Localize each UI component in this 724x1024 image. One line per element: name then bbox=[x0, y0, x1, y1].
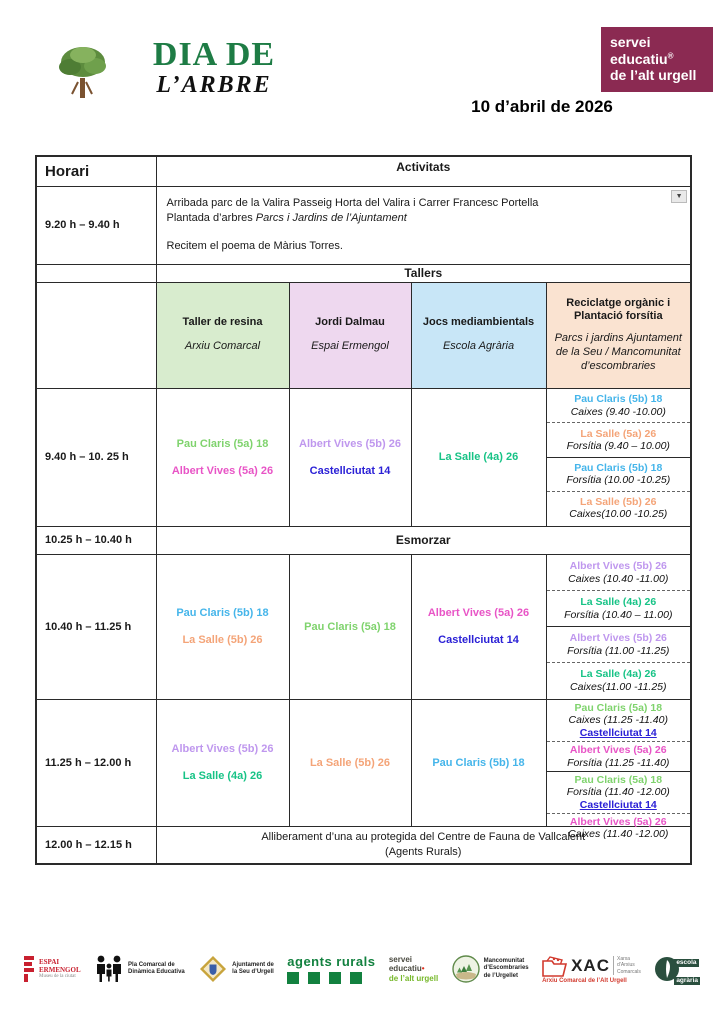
reciclatge-subcell: Pau Claris (5a) 18 Forsítia (11.40 -12.0… bbox=[546, 772, 691, 814]
slot-reciclatge: Albert Vives (5b) 26 Caixes (10.40 -11.0… bbox=[545, 553, 692, 700]
pla-comarcal-logo: Pla Comarcal de Dinàmica Educativa bbox=[94, 954, 185, 984]
workshop-header-resina: Taller de resina Arxiu Comarcal bbox=[155, 281, 290, 389]
dropdown-arrow-icon[interactable]: ▼ bbox=[671, 189, 688, 203]
slot-dalmau: Albert Vives (5b) 26 Castellciutat 14 bbox=[288, 387, 412, 527]
servei-educatiu-badge: servei educatiu® de l’alt urgell bbox=[601, 27, 713, 92]
ajuntament-crest-icon bbox=[200, 955, 227, 983]
reciclatge-subcell: Pau Claris (5b) 18 Caixes (9.40 -10.00) bbox=[546, 389, 691, 424]
reciclatge-subcell: Albert Vives (5a) 26 Caixes (11.40 -12.0… bbox=[568, 816, 669, 841]
school-entry: Albert Vives (5a) 26 bbox=[171, 464, 274, 477]
event-title-line1: DIA DE bbox=[152, 36, 276, 73]
slot-jocs: La Salle (4a) 26 bbox=[410, 387, 547, 527]
badge-line1: servei bbox=[610, 34, 651, 50]
event-title-line2: L’ARBRE bbox=[156, 72, 272, 98]
row-1125: 11.25 h – 12.00 h Albert Vives (5b) 26 L… bbox=[35, 698, 692, 840]
workshop-header-reciclatge: Reciclatge orgànic i Plantació forsítia … bbox=[545, 281, 692, 389]
slot-dalmau: La Salle (5b) 26 bbox=[288, 698, 412, 827]
time-cell: 9.40 h – 10. 25 h bbox=[35, 387, 157, 527]
partner-logos-bar: ESPAI ERMENGOL Museu de la ciutat Pla Co… bbox=[24, 938, 700, 1000]
tree-logo bbox=[59, 47, 106, 98]
time-cell: 12.00 h – 12.15 h bbox=[35, 825, 157, 865]
reciclatge-subcell: Albert Vives (5b) 26 Forsítia (11.00 -11… bbox=[546, 627, 691, 663]
slot-jocs: Pau Claris (5b) 18 bbox=[410, 698, 547, 827]
arribada-activity-cell: ▼ Arribada parc de la Valira Passeig Hor… bbox=[155, 185, 692, 265]
mancomunitat-trees-icon bbox=[451, 955, 480, 983]
escola-agraria-icon bbox=[655, 957, 680, 981]
escola-agraria-logo: escola agrària bbox=[654, 951, 700, 987]
school-entry: Pau Claris (5b) 18 bbox=[432, 756, 525, 769]
row-arribada: 9.20 h – 9.40 h ▼ Arribada parc de la Va… bbox=[35, 185, 692, 265]
time-cell: 9.20 h – 9.40 h bbox=[35, 185, 157, 265]
horari-header: Horari bbox=[35, 155, 157, 187]
xac-logo: XAC Xarxa d’Arxius Comarcals Arxiu Comar… bbox=[542, 955, 641, 984]
row-1040: 10.40 h – 11.25 h Pau Claris (5b) 18 La … bbox=[35, 553, 692, 700]
final-activity-cell: Alliberament d’una au protegida del Cent… bbox=[155, 825, 692, 865]
badge-line3: de l’alt urgell bbox=[610, 67, 697, 84]
slot-resina: Albert Vives (5b) 26 La Salle (4a) 26 bbox=[155, 698, 290, 827]
servei-educatiu-footer-logo: servei educatiu• de l’alt urgell bbox=[388, 954, 439, 983]
event-title: DIA DE L’ARBRE bbox=[138, 36, 290, 99]
reciclatge-subcell: La Salle (5a) 26 Forsítia (9.40 – 10.00) bbox=[546, 423, 691, 458]
time-cell: 11.25 h – 12.00 h bbox=[35, 698, 157, 827]
mancomunitat-logo: Mancomunitat d’Escombraries de l’Urgelle… bbox=[451, 955, 529, 983]
reciclatge-subcell: La Salle (5b) 26 Caixes(10.00 -10.25) bbox=[569, 496, 668, 521]
school-entry: La Salle (5b) 26 bbox=[309, 756, 391, 769]
tallers-header: Tallers bbox=[155, 263, 692, 283]
xac-folder-icon bbox=[542, 955, 568, 977]
arribada-line3: Recitem el poema de Màrius Torres. bbox=[166, 239, 343, 252]
badge-reg-mark: ® bbox=[667, 50, 674, 60]
reciclatge-subcell: La Salle (4a) 26 Forsítia (10.40 – 11.00… bbox=[546, 591, 691, 627]
school-entry: Albert Vives (5a) 26 bbox=[427, 607, 530, 619]
family-icon bbox=[97, 955, 122, 982]
row-940: 9.40 h – 10. 25 h Pau Claris (5a) 18 Alb… bbox=[35, 387, 692, 527]
reciclatge-subcell: La Salle (4a) 26 Caixes(11.00 -11.25) bbox=[570, 668, 667, 693]
badge-line2: educatiu bbox=[610, 50, 668, 67]
school-entry: Pau Claris (5a) 18 bbox=[304, 620, 396, 633]
empty-cell bbox=[35, 263, 157, 283]
row-esmorzar: 10.25 h – 10.40 h Esmorzar bbox=[35, 525, 692, 555]
school-entry: La Salle (5b) 26 bbox=[182, 634, 263, 646]
reciclatge-subcell: Albert Vives (5b) 26 Caixes (10.40 -11.0… bbox=[546, 555, 691, 591]
agents-rurals-squares-icon bbox=[287, 972, 375, 984]
row-workshop-headers: Taller de resina Arxiu Comarcal Jordi Da… bbox=[35, 281, 692, 389]
slot-jocs: Albert Vives (5a) 26 Castellciutat 14 bbox=[410, 553, 547, 700]
workshop-header-jocs: Jocs mediambientals Escola Agrària bbox=[410, 281, 547, 389]
school-entry: La Salle (4a) 26 bbox=[438, 451, 519, 463]
time-cell: 10.25 h – 10.40 h bbox=[35, 525, 157, 555]
school-entry: Albert Vives (5b) 26 bbox=[171, 743, 274, 755]
table-header-row: Horari Activitats bbox=[35, 155, 692, 187]
school-entry: Pau Claris (5b) 18 bbox=[176, 607, 269, 619]
slot-reciclatge: Pau Claris (5b) 18 Caixes (9.40 -10.00) … bbox=[545, 387, 692, 527]
slot-dalmau: Pau Claris (5a) 18 bbox=[288, 553, 412, 700]
arribada-line1: Arribada parc de la Valira Passeig Horta… bbox=[166, 196, 539, 209]
slot-resina: Pau Claris (5a) 18 Albert Vives (5a) 26 bbox=[155, 387, 290, 527]
school-entry: Castellciutat 14 bbox=[309, 464, 391, 477]
arribada-line2: Plantada d’arbres Parcs i Jardins de l’A… bbox=[166, 212, 407, 225]
school-entry: La Salle (4a) 26 bbox=[182, 770, 263, 782]
esmorzar-cell: Esmorzar bbox=[155, 525, 692, 555]
row-tallers: Tallers bbox=[35, 263, 692, 283]
reciclatge-subcell: Albert Vives (5a) 26 Forsítia (11.25 -11… bbox=[546, 742, 691, 772]
reciclatge-subcell: Pau Claris (5b) 18 Forsítia (10.00 -10.2… bbox=[546, 458, 691, 492]
espai-ermengol-logo: ESPAI ERMENGOL Museu de la ciutat bbox=[24, 956, 81, 982]
empty-cell bbox=[35, 281, 157, 389]
agents-rurals-logo: agents rurals bbox=[287, 954, 375, 984]
school-entry: Albert Vives (5b) 26 bbox=[299, 437, 401, 450]
schedule-table: Horari Activitats 9.20 h – 9.40 h ▼ Arri… bbox=[35, 155, 693, 865]
row-final: 12.00 h – 12.15 h Alliberament d’una au … bbox=[35, 825, 692, 865]
workshop-header-dalmau: Jordi Dalmau Espai Ermengol bbox=[288, 281, 412, 389]
slot-resina: Pau Claris (5b) 18 La Salle (5b) 26 bbox=[155, 553, 290, 700]
slot-reciclatge: Pau Claris (5a) 18 Caixes (11.25 -11.40)… bbox=[545, 698, 692, 840]
espai-ermengol-icon bbox=[24, 956, 34, 982]
school-entry: Castellciutat 14 bbox=[438, 634, 519, 646]
event-date: 10 d’abril de 2026 bbox=[471, 97, 613, 116]
ajuntament-logo: Ajuntament de la Seu d’Urgell bbox=[198, 954, 274, 984]
reciclatge-subcell: Pau Claris (5a) 18 Caixes (11.25 -11.40)… bbox=[546, 700, 691, 743]
time-cell: 10.40 h – 11.25 h bbox=[35, 553, 157, 700]
school-entry: Pau Claris (5a) 18 bbox=[176, 437, 269, 450]
activitats-header: Activitats bbox=[155, 155, 692, 187]
